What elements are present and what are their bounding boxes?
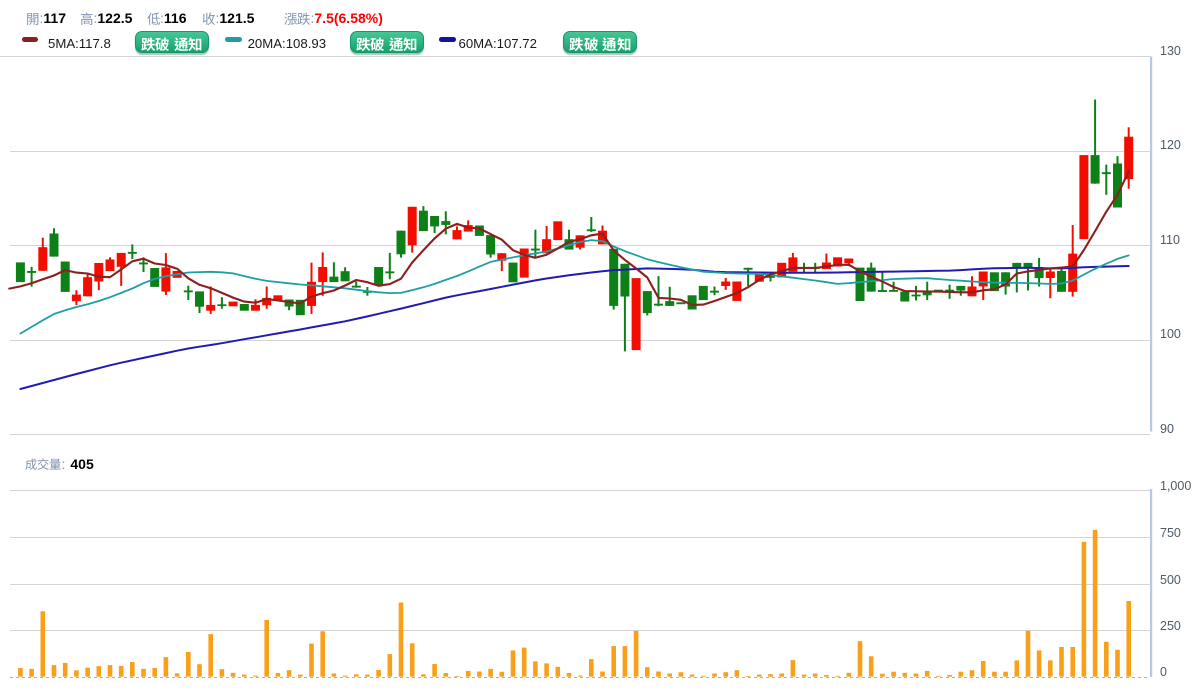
svg-text:750: 750 <box>1160 526 1181 540</box>
svg-text:90: 90 <box>1160 422 1174 436</box>
svg-text:1,000: 1,000 <box>1160 479 1191 493</box>
svg-text:120: 120 <box>1160 138 1181 152</box>
svg-text:110: 110 <box>1160 233 1180 247</box>
svg-text:250: 250 <box>1160 619 1181 633</box>
svg-text:130: 130 <box>1160 44 1181 58</box>
svg-text:500: 500 <box>1160 573 1181 587</box>
svg-text:0: 0 <box>1160 665 1167 679</box>
svg-text:100: 100 <box>1160 327 1181 341</box>
